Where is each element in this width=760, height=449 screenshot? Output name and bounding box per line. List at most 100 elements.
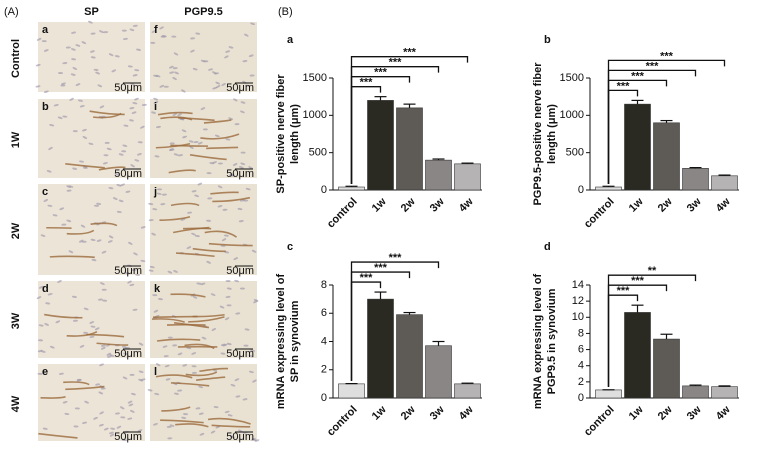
nucleus xyxy=(127,400,133,404)
nucleus xyxy=(75,44,81,47)
nucleus xyxy=(131,269,137,272)
chart-letter: d xyxy=(544,241,551,253)
nucleus xyxy=(243,199,249,202)
scale-label: 50μm xyxy=(226,265,254,277)
nucleus xyxy=(38,324,44,327)
nucleus xyxy=(53,104,59,107)
nucleus xyxy=(201,336,207,340)
nucleus xyxy=(66,219,72,223)
nucleus xyxy=(190,37,196,40)
bar xyxy=(682,168,709,191)
significance-label: *** xyxy=(374,262,388,274)
bar xyxy=(454,383,481,399)
nucleus xyxy=(103,31,109,34)
nucleus xyxy=(235,312,241,315)
fiber xyxy=(210,191,239,195)
nucleus xyxy=(88,142,94,145)
significance-bracket xyxy=(607,274,697,387)
x-tick-label: 1w xyxy=(627,195,646,214)
row-label: 2W xyxy=(10,222,22,239)
bar xyxy=(396,314,423,399)
nucleus xyxy=(138,378,143,382)
x-tick-label: 3w xyxy=(685,403,704,422)
significance-label: ** xyxy=(648,265,657,277)
image-letter: b xyxy=(42,101,49,113)
nucleus xyxy=(98,423,104,427)
x-tick-label: 2w xyxy=(399,403,418,422)
nucleus xyxy=(181,416,187,419)
nucleus xyxy=(114,412,120,415)
nucleus xyxy=(43,90,49,93)
nucleus xyxy=(245,84,251,87)
nucleus xyxy=(120,416,126,419)
nucleus xyxy=(187,211,193,214)
nucleus xyxy=(44,323,49,326)
nucleus xyxy=(122,144,128,147)
nucleus xyxy=(82,136,88,139)
panel-label: (B) xyxy=(278,6,293,18)
y-tick-label: 6 xyxy=(321,307,327,319)
nucleus xyxy=(84,400,89,404)
fiber xyxy=(151,318,185,323)
nucleus xyxy=(46,170,52,173)
fiber xyxy=(66,229,95,235)
nucleus xyxy=(206,219,211,222)
nucleus xyxy=(81,240,87,243)
nucleus xyxy=(81,41,87,45)
fiber xyxy=(192,247,226,253)
fiber xyxy=(175,423,209,428)
x-tick-label: 3w xyxy=(685,195,704,214)
nucleus xyxy=(152,208,158,211)
y-axis-label: length (μm) xyxy=(546,104,558,164)
nucleus xyxy=(221,238,227,242)
nucleus xyxy=(90,238,96,241)
significance-label: *** xyxy=(617,80,631,92)
image-letter: e xyxy=(42,366,48,378)
nucleus xyxy=(180,218,186,221)
scale-label: 50μm xyxy=(226,82,254,94)
nucleus xyxy=(66,189,72,192)
significance-label: *** xyxy=(389,252,403,264)
nucleus xyxy=(178,154,184,157)
nucleus xyxy=(79,239,84,243)
nucleus xyxy=(121,150,127,153)
significance-label: *** xyxy=(360,77,374,89)
scale-label: 50μm xyxy=(114,265,142,277)
nucleus xyxy=(130,82,135,86)
nucleus xyxy=(83,331,89,334)
significance-label: *** xyxy=(631,70,645,82)
nucleus xyxy=(191,232,196,236)
nucleus xyxy=(57,116,63,120)
nucleus xyxy=(182,364,188,367)
nucleus xyxy=(129,283,135,287)
nucleus xyxy=(254,439,260,442)
fiber xyxy=(208,242,253,247)
nucleus xyxy=(65,46,71,49)
fiber xyxy=(203,119,232,124)
nucleus xyxy=(147,389,153,392)
column-header: SP xyxy=(84,6,99,18)
nucleus xyxy=(181,89,186,93)
nucleus xyxy=(234,378,240,381)
nucleus xyxy=(239,287,245,290)
nucleus xyxy=(90,50,95,53)
nucleus xyxy=(136,153,142,156)
fiber xyxy=(170,293,206,298)
y-tick-label: 8 xyxy=(321,279,327,291)
nucleus xyxy=(155,125,161,129)
nucleus xyxy=(177,352,183,356)
bar xyxy=(454,163,481,191)
fiber xyxy=(90,222,118,227)
x-tick-label: control xyxy=(582,404,617,439)
nucleus xyxy=(131,392,136,396)
nucleus xyxy=(134,97,139,101)
nucleus xyxy=(62,115,68,118)
nucleus xyxy=(173,153,179,156)
nucleus xyxy=(183,413,188,416)
nucleus xyxy=(72,67,78,70)
nucleus xyxy=(233,98,238,102)
nucleus xyxy=(191,190,197,193)
nucleus xyxy=(57,280,62,283)
fiber xyxy=(155,374,193,379)
y-tick-label: 0 xyxy=(578,392,584,404)
